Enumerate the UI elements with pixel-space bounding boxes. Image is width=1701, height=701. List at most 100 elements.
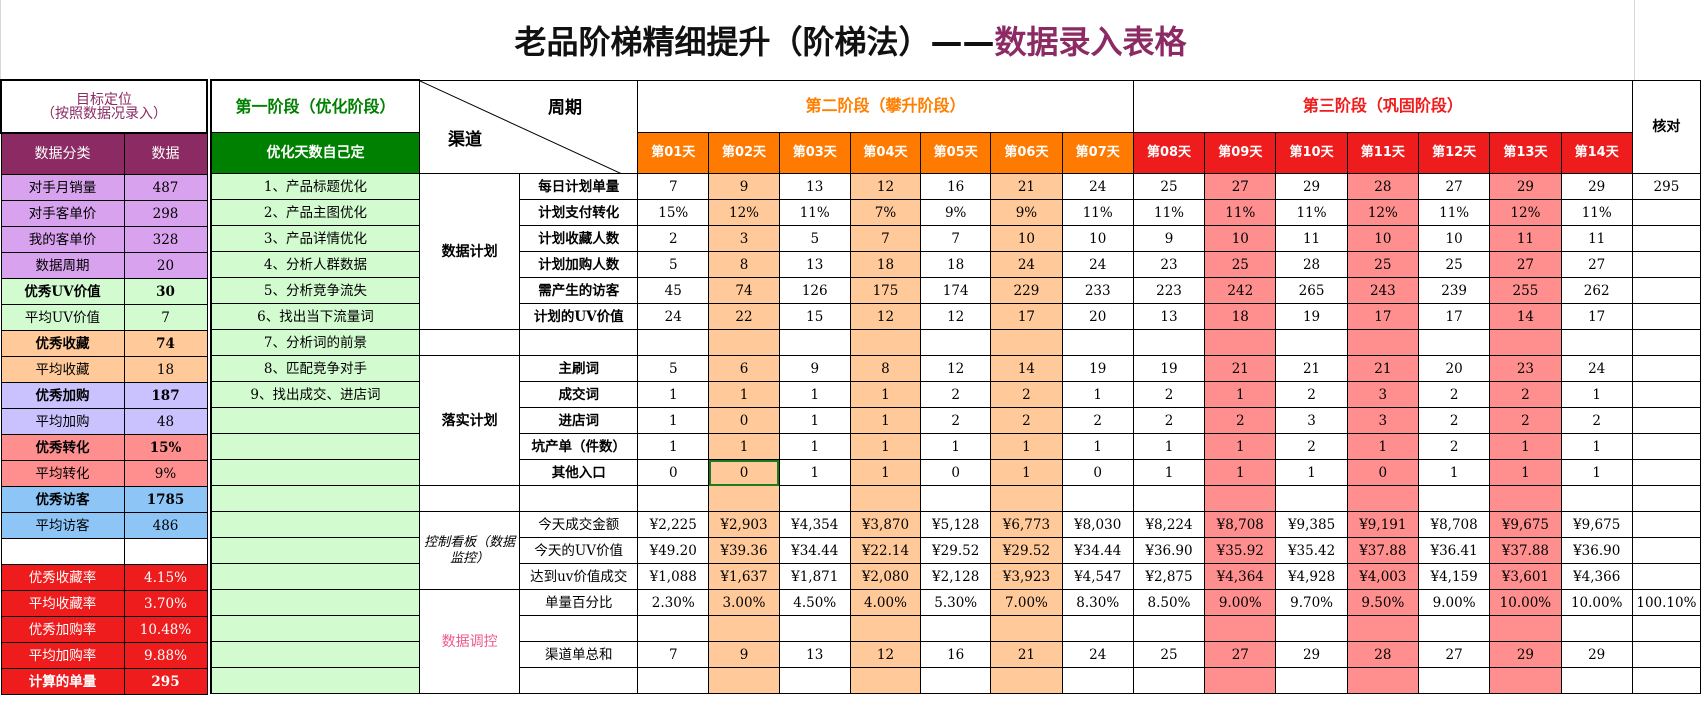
day-value[interactable]: 1 [849,433,922,460]
day-value[interactable]: ¥8,708 [1204,511,1277,538]
day-value[interactable]: ¥4,159 [1417,563,1491,590]
day-value[interactable]: 0 [708,407,780,434]
day-value[interactable]: ¥9,675 [1560,511,1633,538]
check-value[interactable] [1631,277,1701,304]
day-value[interactable]: 239 [1417,277,1491,304]
day-value[interactable]: 243 [1346,277,1419,304]
day-value[interactable]: 13 [778,173,851,200]
day-value[interactable]: 3 [1346,381,1419,408]
day-value[interactable] [1560,667,1633,694]
day-value[interactable] [637,615,710,642]
day-value[interactable]: 27 [1204,173,1277,200]
day-value[interactable]: 10 [990,225,1063,252]
day-value[interactable]: ¥37.88 [1489,537,1562,564]
day-value[interactable]: ¥4,354 [778,511,851,538]
row-label[interactable] [519,615,639,642]
day-value[interactable]: 13 [778,251,851,278]
day-value[interactable] [1417,329,1491,356]
day-value[interactable] [1417,667,1491,694]
day-value[interactable] [920,485,992,512]
day-value[interactable]: 9.70% [1275,589,1348,616]
day-value[interactable] [778,329,851,356]
day-value[interactable] [1204,329,1277,356]
stage1-item[interactable] [209,407,420,434]
day-value[interactable]: 1 [849,381,922,408]
day-value[interactable]: 1 [990,433,1063,460]
day-value[interactable]: 21 [990,173,1063,200]
day-value[interactable]: 4.50% [778,589,851,616]
category-value[interactable]: 187 [123,382,208,409]
row-label[interactable]: 达到uv价值成交 [519,563,639,590]
day-value[interactable]: 233 [1061,277,1134,304]
row-label[interactable]: 今天的UV价值 [519,537,639,564]
day-value[interactable]: 3.00% [708,589,780,616]
day-value[interactable] [1132,329,1206,356]
day-value[interactable]: 255 [1489,277,1562,304]
day-value[interactable]: 29 [1489,641,1562,668]
day-value[interactable]: 10.00% [1560,589,1633,616]
day-value[interactable]: 21 [1275,355,1348,382]
day-value[interactable]: 223 [1132,277,1206,304]
row-label[interactable] [519,667,639,694]
day-value[interactable]: 20 [1061,303,1134,330]
day-value[interactable]: 1 [1204,459,1277,486]
day-value[interactable]: 16 [920,641,992,668]
day-value[interactable] [920,615,992,642]
day-value[interactable]: 10 [1346,225,1419,252]
day-value[interactable]: 1 [708,433,780,460]
day-value[interactable]: 1 [1061,381,1134,408]
day-value[interactable] [1061,615,1134,642]
day-value[interactable]: ¥39.36 [708,537,780,564]
day-value[interactable] [708,667,780,694]
category-label[interactable]: 平均加购 [0,408,125,435]
day-value[interactable]: 23 [1489,355,1562,382]
day-value[interactable] [778,485,851,512]
check-value[interactable] [1631,303,1701,330]
category-value[interactable]: 295 [123,668,208,695]
day-value[interactable] [1275,667,1348,694]
day-value[interactable]: 11 [1275,225,1348,252]
day-value[interactable]: 2 [1417,433,1491,460]
day-value[interactable]: 16 [920,173,992,200]
row-label[interactable]: 计划加购人数 [519,251,639,278]
row-label[interactable]: 坑产单（件数） [519,433,639,460]
day-value[interactable] [1346,615,1419,642]
day-value[interactable]: ¥29.52 [920,537,992,564]
day-value[interactable]: 28 [1346,173,1419,200]
day-value[interactable]: ¥4,003 [1346,563,1419,590]
day-value[interactable]: 27 [1204,641,1277,668]
day-value[interactable] [1061,485,1134,512]
day-value[interactable]: 11% [1275,199,1348,226]
day-value[interactable]: 1 [1132,433,1206,460]
day-value[interactable] [778,615,851,642]
day-value[interactable] [1132,667,1206,694]
day-value[interactable]: 21 [1346,355,1419,382]
day-value[interactable]: ¥29.52 [990,537,1063,564]
day-value[interactable]: ¥3,870 [849,511,922,538]
day-value[interactable]: 2 [1204,407,1277,434]
day-value[interactable] [1061,329,1134,356]
category-value[interactable]: 30 [123,278,208,305]
check-value[interactable] [1631,355,1701,382]
day-value[interactable]: ¥9,191 [1346,511,1419,538]
day-value[interactable]: 5 [637,355,710,382]
row-label[interactable]: 计划的UV价值 [519,303,639,330]
day-value[interactable]: 2 [920,407,992,434]
day-value[interactable]: 2 [920,381,992,408]
day-value[interactable]: ¥4,547 [1061,563,1134,590]
check-value[interactable] [1631,667,1701,694]
day-value[interactable]: 7.00% [990,589,1063,616]
day-value[interactable]: 29 [1275,641,1348,668]
day-value[interactable]: 2 [1489,381,1562,408]
category-label[interactable]: 优秀加购 [0,382,125,409]
day-value[interactable]: 18 [1204,303,1277,330]
day-value[interactable]: 29 [1560,641,1633,668]
day-value[interactable]: 13 [778,641,851,668]
day-value[interactable]: 1 [1560,459,1633,486]
day-value[interactable]: 0 [637,459,710,486]
category-value[interactable]: 15% [123,434,208,461]
day-value[interactable] [1560,485,1633,512]
day-value[interactable]: ¥9,675 [1489,511,1562,538]
day-value[interactable]: 9 [708,173,780,200]
day-value[interactable]: 11 [1489,225,1562,252]
